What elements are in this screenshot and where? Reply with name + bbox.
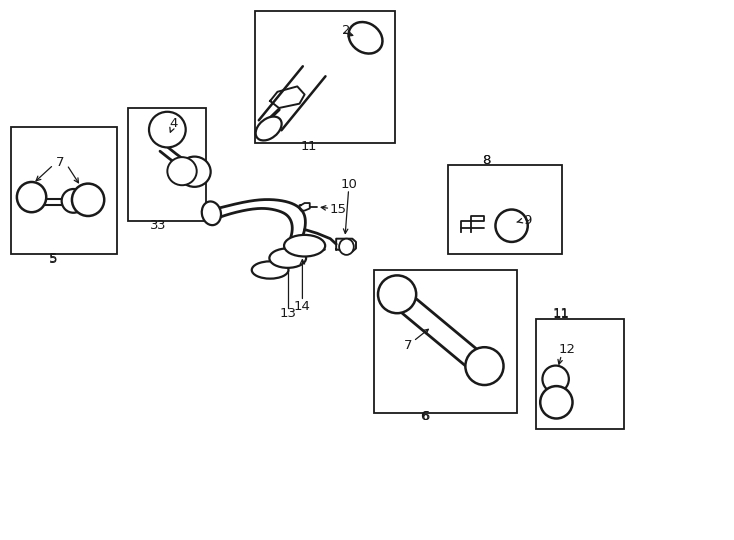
- Bar: [255, 11, 395, 143]
- Text: 10: 10: [341, 178, 357, 191]
- Bar: [374, 270, 517, 413]
- Text: 3: 3: [150, 219, 159, 232]
- Text: 5: 5: [48, 253, 57, 266]
- Ellipse shape: [465, 347, 504, 385]
- Text: 7: 7: [56, 156, 65, 168]
- Text: 2: 2: [342, 24, 351, 37]
- Ellipse shape: [339, 239, 354, 255]
- Polygon shape: [336, 239, 356, 252]
- Text: 9: 9: [523, 214, 531, 227]
- Polygon shape: [299, 203, 310, 211]
- Text: 15: 15: [329, 203, 346, 216]
- Polygon shape: [549, 373, 564, 386]
- Polygon shape: [461, 216, 484, 232]
- Ellipse shape: [495, 210, 528, 242]
- Ellipse shape: [269, 248, 306, 268]
- Ellipse shape: [17, 182, 46, 212]
- Text: 11: 11: [553, 307, 570, 320]
- Ellipse shape: [252, 261, 288, 279]
- Polygon shape: [270, 86, 305, 108]
- Text: 7: 7: [404, 339, 413, 352]
- Text: 11: 11: [553, 308, 570, 321]
- Text: 1: 1: [308, 140, 316, 153]
- Ellipse shape: [378, 275, 416, 313]
- Bar: [128, 108, 206, 221]
- Ellipse shape: [167, 157, 197, 185]
- Ellipse shape: [540, 386, 573, 418]
- Text: 13: 13: [280, 307, 297, 320]
- Text: 4: 4: [170, 117, 178, 130]
- Bar: [11, 127, 117, 254]
- Text: 8: 8: [482, 154, 491, 167]
- Text: 5: 5: [48, 252, 57, 265]
- Text: 14: 14: [294, 300, 310, 313]
- Ellipse shape: [542, 366, 569, 393]
- Ellipse shape: [62, 189, 85, 213]
- Text: 12: 12: [559, 343, 576, 356]
- Ellipse shape: [284, 235, 325, 256]
- Text: 1: 1: [300, 140, 309, 153]
- Ellipse shape: [178, 157, 211, 187]
- Text: 6: 6: [420, 410, 429, 423]
- Bar: [536, 319, 624, 429]
- Text: 8: 8: [482, 154, 491, 167]
- Bar: [448, 165, 562, 254]
- Text: 6: 6: [421, 410, 430, 423]
- Ellipse shape: [72, 184, 104, 216]
- Ellipse shape: [255, 117, 282, 140]
- Ellipse shape: [349, 22, 382, 53]
- Text: 3: 3: [157, 219, 166, 232]
- Ellipse shape: [149, 112, 186, 147]
- Ellipse shape: [202, 201, 221, 225]
